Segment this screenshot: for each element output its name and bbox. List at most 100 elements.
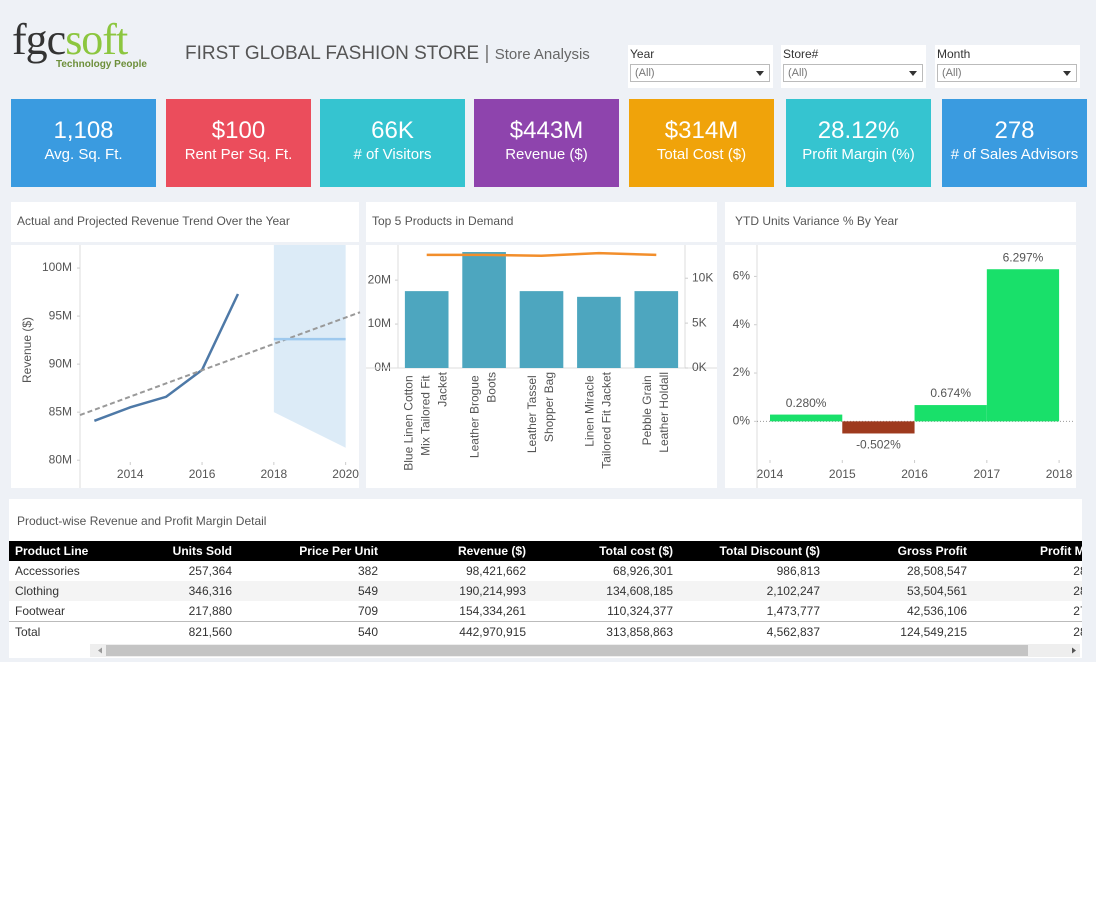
total-row: Total 821,560 540 442,970,915 313,858,863 4,5… [9,621,1082,642]
total-cell: Total [9,621,120,642]
table-cell: 28.13% [971,581,1082,601]
scrollbar[interactable] [90,644,1080,657]
kpi-label: Avg. Sq. Ft. [44,146,123,163]
panel-header [725,202,1076,242]
table-cell: 190,214,993 [382,581,530,601]
header-title: FIRST GLOBAL FASHION STORE [185,43,480,64]
filter-value: (All) [635,67,655,79]
table-cell: 154,334,261 [459,604,526,618]
table: Product Line Units Sold Price Per Unit Reve… [9,541,1082,642]
table-cell: 53,504,561 [824,581,971,601]
table-cell: Clothing [9,581,120,601]
filter: Store# (All) [781,45,926,88]
kpi-card: $100 Rent Per Sq. Ft. [166,99,311,187]
header-separator: | [484,43,490,64]
table-cell: 42,536,106 [906,604,967,618]
table-cell: 709 [357,604,378,618]
total-cell: 442,970,915 [382,621,530,642]
total-cell: 124,549,215 [824,621,971,642]
table-cell: 382 [357,564,378,578]
table-cell: Footwear [15,604,66,618]
kpi-label: Profit Margin (%) [802,146,915,163]
panel-body [366,245,717,488]
filter-dropdown[interactable]: (All) [937,64,1077,82]
column-header: Price Per Unit [236,541,382,561]
column-header: Gross Profit [824,541,971,561]
scroll-left [98,647,102,654]
tagline: Technology People [56,59,147,70]
table-wrap: Product Line Units Sold Price Per Unit Reve… [9,541,1082,642]
filter-label: Year [630,47,655,61]
panel-header [366,202,717,242]
kpi-card: 28.12% Profit Margin (%) [786,99,931,187]
header-title-row: FIRST GLOBAL FASHION STORE | Store Analy… [185,43,590,65]
dropdown-caret [1063,71,1071,76]
kpi-value: $314M [664,117,739,144]
table-cell: 27.56% [1073,604,1082,618]
caret [756,71,764,76]
table-cell: 28,508,547 [906,564,967,578]
filter-dropdown[interactable]: (All) [630,64,770,82]
header-row: Product Line Units Sold Price Per Unit Reve… [9,541,1082,561]
panel-body [725,245,1076,488]
kpi-label: Rent Per Sq. Ft. [184,146,293,163]
filter-value: (All) [788,67,808,79]
panel-header [11,202,359,242]
filter-label: Month [937,47,971,61]
kpi-card: $314M Total Cost ($) [629,99,774,187]
kpi-value: 28.12% [817,117,900,144]
scroll-right [1072,647,1076,654]
table-title: Product-wise Revenue and Profit Margin D… [17,514,267,528]
header-subtitle: Store Analysis [494,46,590,63]
column-header: Profit Margin [971,541,1082,561]
filter-dropdown[interactable]: (All) [783,64,923,82]
table-row: Accessories 257,364 382 98,421,662 68,926,30… [9,561,1082,581]
logo: fgcsoft [12,14,128,65]
filter-label: Store# [783,47,819,61]
table-cell: 134,608,185 [530,581,677,601]
logo-main: fgc [12,15,66,64]
table-cell: 549 [236,581,382,601]
dropdown-caret [756,71,764,76]
logo-accent: soft [65,15,128,64]
kpi-card: 278 # of Sales Advisors [942,99,1087,187]
column-header: Total Discount ($) [677,541,824,561]
dropdown-caret [909,71,917,76]
kpi-label: # of Sales Advisors [950,146,1079,163]
kpi-label: Revenue ($) [505,146,588,163]
total-cell: 821,560 [120,621,236,642]
column-header: Revenue ($) [382,541,530,561]
kpi-value: 1,108 [53,117,114,144]
table-row: Footwear 217,880 709 154,334,261 110,324,377… [9,601,1082,622]
table-cell: 68,926,301 [612,564,673,578]
total-cell: 4,562,837 [677,621,824,642]
table-cell: 346,316 [120,581,236,601]
table-cell: 2,102,247 [677,581,824,601]
table-cell: 1,473,777 [766,604,820,618]
column-header: Total cost ($) [530,541,677,561]
filter: Month (All) [935,45,1080,88]
scrollbar-graphic [98,645,1076,656]
kpi-card: 66K # of Visitors [320,99,465,187]
total-cell: 540 [236,621,382,642]
panel-body [11,245,359,488]
table-cell: 98,421,662 [465,564,526,578]
kpi-card: $443M Revenue ($) [474,99,619,187]
caret [909,71,917,76]
table-cell: 110,324,377 [607,604,673,618]
kpi-label: # of Visitors [353,146,432,163]
column-header: Units Sold [120,541,236,561]
kpi-value: $100 [211,117,266,144]
table-cell: 217,880 [188,604,232,618]
caret [1063,71,1071,76]
total-cell: 313,858,863 [530,621,677,642]
total-cell: 28.12% [971,621,1082,642]
table-cell: 986,813 [776,564,820,578]
filter-value: (All) [942,67,962,79]
table-cell: Accessories [15,564,80,578]
column-header: Product Line [9,541,120,561]
table-cell: 257,364 [188,564,232,578]
kpi-value: 66K [371,117,414,144]
table-row: Clothing 346,316 549 190,214,993 134,608,185… [9,581,1082,601]
